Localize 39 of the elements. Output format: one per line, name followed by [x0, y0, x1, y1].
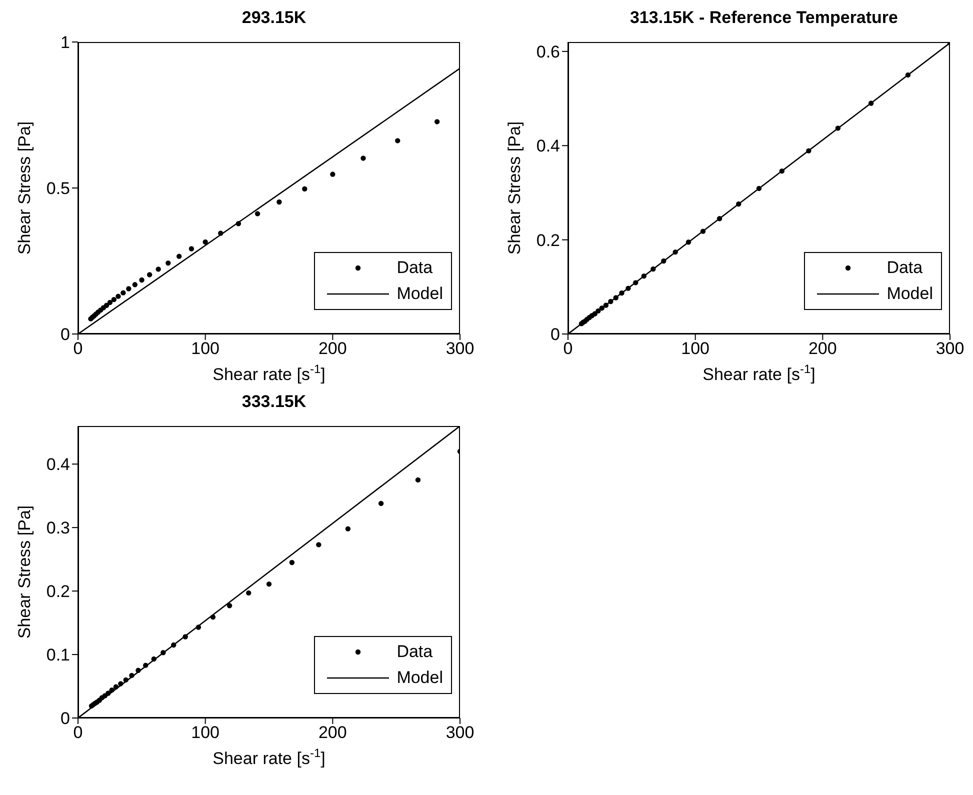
chart-title: 333.15K [240, 392, 308, 413]
legend-label: Model [886, 284, 933, 304]
y-axis-title: Shear Stress [Pa] [505, 121, 524, 255]
x-axis-title: Shear rate [s$^{-1}$] [212, 746, 326, 768]
y-tick-label: 0.3 [46, 518, 70, 538]
y-tick-label: 0.6 [536, 42, 560, 62]
y-tick-label: 1 [60, 33, 70, 52]
x-tick-label: 300 [446, 723, 474, 742]
y-axis-title: Shear Stress [Pa] [15, 505, 34, 639]
x-tick-label: 200 [318, 723, 347, 742]
y-tick-label: 0 [550, 325, 560, 344]
legend-label: Data [396, 258, 433, 278]
y-tick-label: 0.4 [46, 455, 70, 474]
y-tick-label: 0 [60, 325, 70, 344]
x-axis-title: Shear rate [s$^{-1}$] [212, 362, 326, 384]
x-tick-label: 100 [681, 339, 710, 358]
y-tick-label: 0.2 [46, 582, 70, 602]
x-tick-label: 0 [73, 339, 83, 358]
x-tick-label: 0 [563, 339, 573, 358]
y-axis-title: Shear Stress [Pa] [15, 121, 34, 255]
y-tick-label: 0.5 [46, 179, 70, 198]
chart-title: 293.15K [240, 8, 308, 29]
x-axis-title: Shear rate [s$^{-1}$] [702, 362, 816, 384]
y-tick-label: 0 [60, 709, 70, 728]
legend-label: Model [396, 668, 443, 688]
x-tick-label: 200 [318, 339, 347, 358]
y-tick-label: 0.1 [46, 646, 70, 665]
legend-label: Data [396, 642, 433, 662]
legend-label: Data [886, 258, 923, 278]
y-tick-label: 0.4 [536, 136, 560, 156]
chart-title: 313.15K - Reference Temperature [628, 8, 900, 29]
y-tick-label: 0.2 [536, 230, 560, 250]
x-tick-label: 100 [191, 723, 220, 742]
x-tick-label: 100 [191, 339, 220, 358]
legend-label: Model [396, 284, 443, 304]
x-tick-label: 300 [446, 339, 474, 358]
x-tick-label: 0 [73, 723, 83, 742]
x-tick-label: 300 [936, 339, 964, 358]
x-tick-label: 200 [808, 339, 837, 358]
